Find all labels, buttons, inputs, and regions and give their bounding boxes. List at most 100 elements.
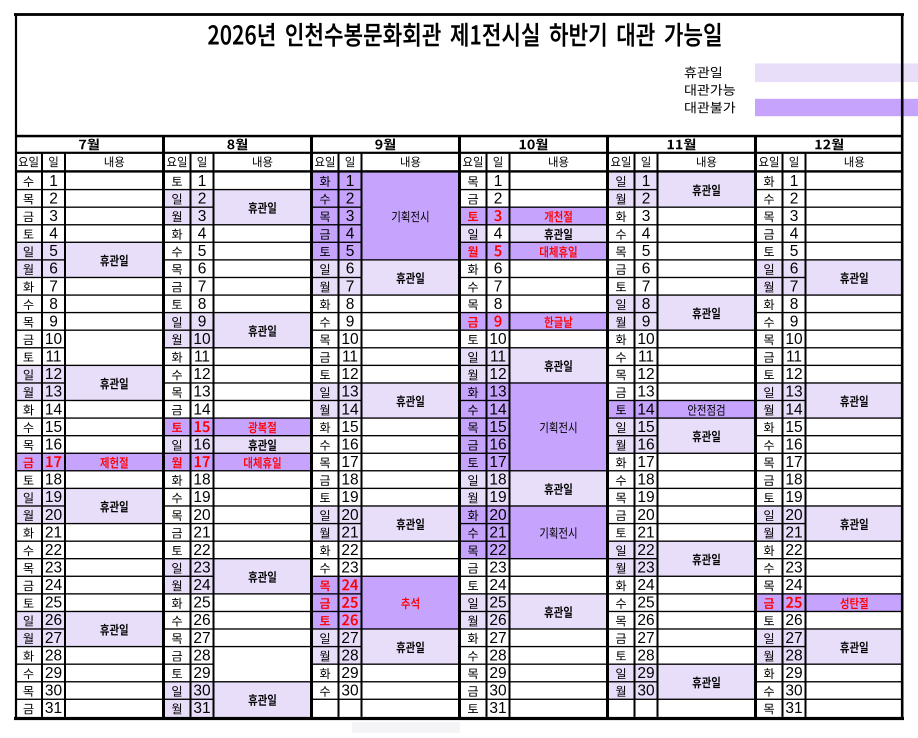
svg-text:7: 7 <box>198 278 207 295</box>
svg-text:15: 15 <box>341 419 358 436</box>
svg-text:27: 27 <box>193 630 210 647</box>
svg-text:31: 31 <box>193 700 210 717</box>
svg-text:28: 28 <box>489 647 506 664</box>
svg-text:15: 15 <box>489 419 506 436</box>
svg-text:8: 8 <box>642 296 651 313</box>
svg-text:12: 12 <box>341 366 358 383</box>
svg-text:28: 28 <box>45 647 62 664</box>
svg-text:1: 1 <box>198 173 207 190</box>
svg-text:6: 6 <box>346 261 355 278</box>
svg-text:19: 19 <box>637 489 654 506</box>
svg-text:31: 31 <box>489 700 506 717</box>
svg-text:31: 31 <box>785 700 802 717</box>
svg-text:24: 24 <box>489 577 507 594</box>
svg-text:8: 8 <box>494 296 503 313</box>
svg-text:24: 24 <box>45 577 63 594</box>
svg-text:13: 13 <box>193 384 210 401</box>
svg-text:14: 14 <box>193 401 211 418</box>
svg-text:16: 16 <box>45 437 62 454</box>
svg-text:27: 27 <box>341 630 358 647</box>
svg-text:3: 3 <box>346 208 355 225</box>
svg-text:27: 27 <box>785 630 802 647</box>
svg-text:7: 7 <box>642 278 651 295</box>
svg-text:27: 27 <box>45 630 62 647</box>
svg-text:17: 17 <box>341 454 358 471</box>
svg-text:11: 11 <box>490 349 506 366</box>
svg-text:22: 22 <box>45 542 62 559</box>
svg-text:3: 3 <box>642 208 651 225</box>
svg-text:24: 24 <box>637 577 655 594</box>
svg-text:22: 22 <box>785 542 802 559</box>
svg-text:5: 5 <box>642 243 651 260</box>
svg-text:21: 21 <box>785 524 802 541</box>
svg-text:31: 31 <box>45 700 62 717</box>
svg-text:4: 4 <box>790 226 799 243</box>
svg-text:10: 10 <box>637 331 655 348</box>
svg-text:26: 26 <box>637 612 654 629</box>
svg-text:21: 21 <box>489 524 506 541</box>
svg-text:5: 5 <box>198 243 207 260</box>
svg-text:28: 28 <box>193 647 210 664</box>
svg-text:2: 2 <box>198 190 207 207</box>
svg-text:23: 23 <box>785 560 802 577</box>
svg-text:12: 12 <box>193 366 210 383</box>
svg-text:11: 11 <box>342 349 358 366</box>
svg-text:20: 20 <box>341 507 359 524</box>
svg-text:16: 16 <box>785 437 802 454</box>
svg-text:10: 10 <box>489 331 507 348</box>
svg-text:30: 30 <box>341 683 359 700</box>
svg-text:18: 18 <box>785 472 802 489</box>
svg-text:26: 26 <box>785 612 802 629</box>
svg-text:15: 15 <box>45 419 62 436</box>
svg-text:26: 26 <box>193 612 210 629</box>
svg-text:10: 10 <box>785 331 803 348</box>
svg-text:11: 11 <box>194 349 210 366</box>
svg-text:17: 17 <box>489 454 506 471</box>
svg-text:26: 26 <box>45 612 62 629</box>
svg-text:22: 22 <box>341 542 358 559</box>
svg-text:10: 10 <box>45 331 63 348</box>
svg-text:2: 2 <box>346 190 355 207</box>
svg-text:25: 25 <box>193 595 210 612</box>
svg-text:14: 14 <box>785 401 803 418</box>
svg-text:1: 1 <box>642 173 651 190</box>
svg-text:23: 23 <box>637 560 654 577</box>
svg-text:20: 20 <box>637 507 655 524</box>
svg-text:8: 8 <box>198 296 207 313</box>
svg-text:26: 26 <box>489 612 506 629</box>
svg-text:21: 21 <box>341 524 358 541</box>
svg-text:14: 14 <box>341 401 359 418</box>
svg-text:16: 16 <box>193 437 210 454</box>
svg-text:30: 30 <box>193 683 211 700</box>
svg-text:1: 1 <box>49 173 58 190</box>
svg-text:29: 29 <box>341 665 358 682</box>
svg-text:16: 16 <box>637 437 654 454</box>
svg-text:23: 23 <box>489 560 506 577</box>
svg-text:5: 5 <box>346 243 355 260</box>
svg-text:10: 10 <box>193 331 211 348</box>
svg-text:12: 12 <box>637 366 654 383</box>
svg-text:1: 1 <box>494 173 503 190</box>
svg-text:7: 7 <box>494 278 503 295</box>
svg-text:4: 4 <box>346 226 355 243</box>
svg-text:8: 8 <box>790 296 799 313</box>
svg-text:3: 3 <box>198 208 207 225</box>
svg-text:19: 19 <box>193 489 210 506</box>
svg-text:15: 15 <box>785 419 802 436</box>
svg-text:6: 6 <box>790 261 799 278</box>
svg-text:12: 12 <box>785 366 802 383</box>
svg-text:21: 21 <box>637 524 654 541</box>
svg-text:3: 3 <box>49 208 58 225</box>
svg-text:30: 30 <box>785 683 803 700</box>
svg-text:18: 18 <box>45 472 62 489</box>
svg-text:9: 9 <box>642 313 651 330</box>
svg-text:4: 4 <box>642 226 651 243</box>
svg-text:19: 19 <box>489 489 506 506</box>
svg-text:28: 28 <box>341 647 358 664</box>
svg-text:29: 29 <box>45 665 62 682</box>
svg-text:7: 7 <box>49 278 58 295</box>
svg-text:24: 24 <box>785 577 803 594</box>
svg-text:29: 29 <box>489 665 506 682</box>
svg-text:8: 8 <box>49 296 58 313</box>
svg-text:27: 27 <box>637 630 654 647</box>
